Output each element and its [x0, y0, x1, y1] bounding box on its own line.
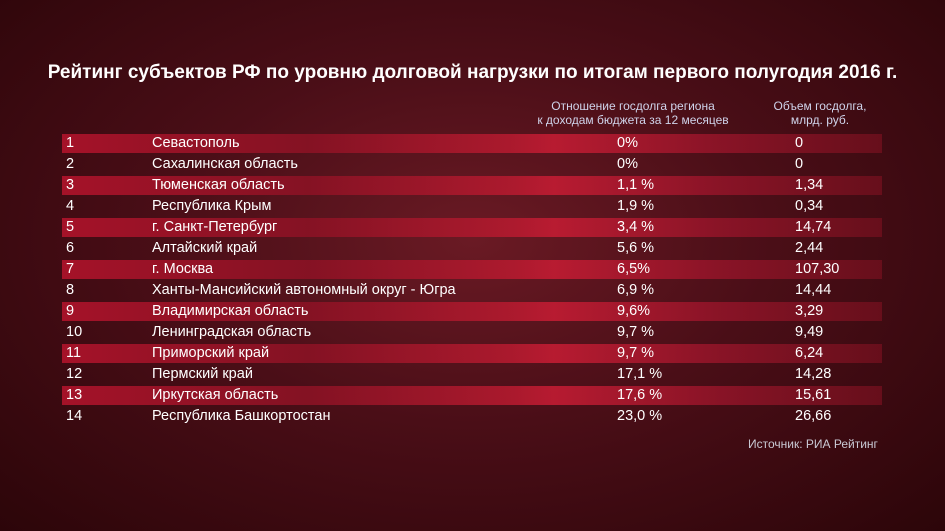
debt-cell: 0,34	[795, 198, 824, 214]
rank-cell: 3	[66, 177, 75, 193]
rank-cell: 14	[66, 408, 83, 424]
ratio-cell: 9,6%	[617, 303, 651, 319]
region-cell: Сахалинская область	[152, 156, 298, 172]
table-row: 14 Республика Башкортостан 23,0 % 26,66	[62, 406, 882, 427]
rank-cell: 5	[66, 219, 75, 235]
ratio-cell: 9,7 %	[617, 324, 655, 340]
table-row: 11 Приморский край 9,7 % 6,24	[62, 343, 882, 364]
rank-cell: 6	[66, 240, 75, 256]
region-cell: Севастополь	[152, 135, 240, 151]
ratio-header-line2: к доходам бюджета за 12 месяцев	[537, 113, 729, 127]
rank-cell: 13	[66, 387, 83, 403]
table-row: 12 Пермский край 17,1 % 14,28	[62, 364, 882, 385]
region-cell: Иркутская область	[152, 387, 279, 403]
ratio-cell: 9,7 %	[617, 345, 655, 361]
rank-cell: 1	[66, 135, 75, 151]
rank-cell: 2	[66, 156, 75, 172]
region-cell: Ленинградская область	[152, 324, 312, 340]
table-row: 7 г. Москва 6,5% 107,30	[62, 259, 882, 280]
debt-column-header: Объем госдолга, млрд. руб.	[760, 99, 880, 127]
region-cell: Приморский край	[152, 345, 270, 361]
table-row: 9 Владимирская область 9,6% 3,29	[62, 301, 882, 322]
region-cell: Тюменская область	[152, 177, 285, 193]
region-cell: Республика Башкортостан	[152, 408, 331, 424]
debt-header-line1: Объем госдолга,	[773, 99, 867, 113]
region-cell: Владимирская область	[152, 303, 309, 319]
ratio-cell: 17,6 %	[617, 387, 663, 403]
debt-cell: 6,24	[795, 345, 824, 361]
ratio-cell: 0%	[617, 135, 638, 151]
debt-cell: 14,74	[795, 219, 832, 235]
ratio-cell: 6,9 %	[617, 282, 655, 298]
rank-cell: 10	[66, 324, 83, 340]
ratio-cell: 1,1 %	[617, 177, 655, 193]
debt-cell: 0	[795, 135, 804, 151]
region-cell: Республика Крым	[152, 198, 272, 214]
table-row: 5 г. Санкт-Петербург 3,4 % 14,74	[62, 217, 882, 238]
debt-cell: 0	[795, 156, 804, 172]
ratio-header-line1: Отношение госдолга региона	[551, 99, 715, 113]
rank-cell: 11	[66, 345, 82, 361]
source-note: Источник: РИА Рейтинг	[748, 437, 878, 451]
table-row: 6 Алтайский край 5,6 % 2,44	[62, 238, 882, 259]
debt-cell: 14,44	[795, 282, 832, 298]
region-cell: Ханты-Мансийский автономный округ - Югра	[152, 282, 456, 298]
region-cell: Пермский край	[152, 366, 253, 382]
debt-cell: 1,34	[795, 177, 824, 193]
region-cell: г. Санкт-Петербург	[152, 219, 278, 235]
rank-cell: 4	[66, 198, 75, 214]
debt-cell: 3,29	[795, 303, 824, 319]
ratio-cell: 1,9 %	[617, 198, 655, 214]
table-row: 2 Сахалинская область 0% 0	[62, 154, 882, 175]
debt-cell: 15,61	[795, 387, 832, 403]
chart-title: Рейтинг субъектов РФ по уровню долговой …	[47, 62, 898, 83]
debt-cell: 9,49	[795, 324, 824, 340]
ratio-cell: 23,0 %	[617, 408, 663, 424]
region-cell: Алтайский край	[152, 240, 258, 256]
rating-table: 1 Севастополь 0% 0 2 Сахалинская область 0% 0 3 Т…	[62, 133, 882, 427]
table-row: 3 Тюменская область 1,1 % 1,34	[62, 175, 882, 196]
ratio-cell: 5,6 %	[617, 240, 655, 256]
table-row: 4 Республика Крым 1,9 % 0,34	[62, 196, 882, 217]
debt-cell: 26,66	[795, 408, 832, 424]
rank-cell: 9	[66, 303, 75, 319]
ratio-cell: 6,5%	[617, 261, 651, 277]
debt-cell: 2,44	[795, 240, 824, 256]
table-row: 8 Ханты-Мансийский автономный округ - Югр…	[62, 280, 882, 301]
table-row: 1 Севастополь 0% 0	[62, 133, 882, 154]
ratio-cell: 17,1 %	[617, 366, 663, 382]
rank-cell: 7	[66, 261, 75, 277]
table-row: 13 Иркутская область 17,6 % 15,61	[62, 385, 882, 406]
rank-cell: 8	[66, 282, 75, 298]
rank-cell: 12	[66, 366, 83, 382]
table-row: 10 Ленинградская область 9,7 % 9,49	[62, 322, 882, 343]
region-cell: г. Москва	[152, 261, 214, 277]
debt-cell: 14,28	[795, 366, 832, 382]
debt-header-line2: млрд. руб.	[790, 113, 850, 127]
ratio-cell: 0%	[617, 156, 638, 172]
ratio-column-header: Отношение госдолга региона к доходам бюд…	[528, 99, 738, 127]
ratio-cell: 3,4 %	[617, 219, 655, 235]
debt-cell: 107,30	[795, 261, 840, 277]
